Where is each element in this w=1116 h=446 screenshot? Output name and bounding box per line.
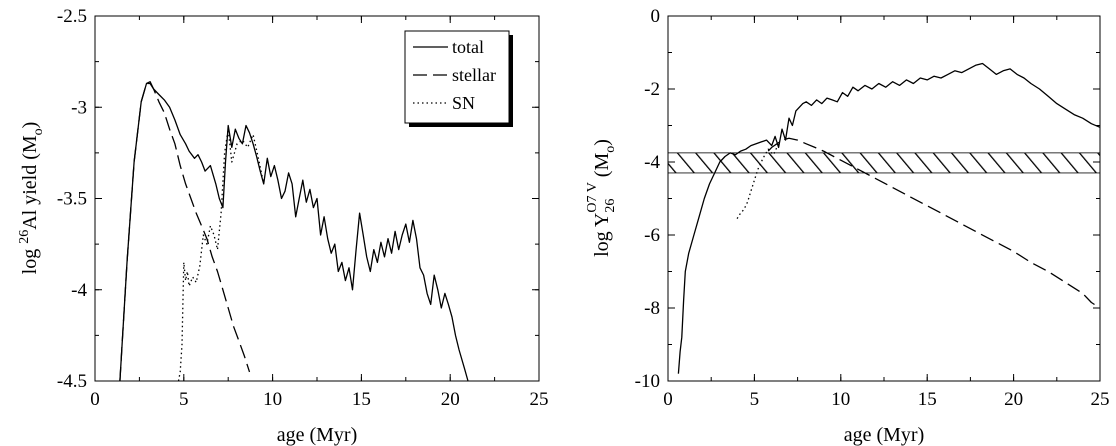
right-hatched-band [667,152,1101,174]
right-series-sn-line [736,143,780,219]
right-xtick-label: 15 [918,389,937,410]
left-xtick-label: 15 [352,389,371,410]
left-legend-box [404,30,510,124]
left-ytick-label: -3 [71,97,87,118]
right-xtick-label: 10 [831,389,850,410]
left-x-axis-title: age (Myr) [277,424,358,446]
left-ticks: 0 5 10 15 20 25 -4.5 -4 -3.5 -3 -2.5 [57,6,549,410]
left-xtick-label: 25 [530,389,549,410]
right-ytick-label: -4 [644,152,660,173]
left-xtick-label: 10 [263,389,282,410]
legend-label-stellar: stellar [452,65,496,85]
right-panel: 0 5 10 15 20 25 -10 -8 -6 -4 -2 0 age (Myr) log Y26… [585,6,1110,446]
right-series-total-line [677,62,1101,374]
legend-label-total: total [452,37,484,57]
right-xtick-label: 0 [663,389,673,410]
right-xtick-label: 25 [1091,389,1110,410]
left-y-axis-title: log 26Al yield (Mo) [17,122,46,275]
right-ytick-label: -10 [635,371,660,392]
right-series-stellar-line [767,137,1101,309]
right-plot-frame [667,15,1101,382]
left-ytick-label: -4 [71,280,87,301]
legend-label-sn: SN [452,93,475,113]
left-xtick-label: 5 [179,389,189,410]
right-ytick-label: 0 [651,6,661,27]
left-legend: total stellar SN [404,30,513,127]
right-x-axis-title: age (Myr) [844,424,925,446]
left-ytick-label: -3.5 [57,189,87,210]
right-ytick-label: -2 [644,79,660,100]
right-xtick-label: 20 [1004,389,1023,410]
left-ytick-label: -4.5 [57,371,87,392]
left-series-total-line [119,81,469,382]
left-ytick-label: -2.5 [57,6,87,27]
left-xtick-label: 20 [441,389,460,410]
right-ytick-label: -6 [644,225,660,246]
right-xtick-label: 5 [750,389,760,410]
right-y-axis-title: log Y26O7 V (Mo) [585,139,618,257]
right-series-group [677,62,1101,374]
left-series-stellar-line [119,82,251,382]
left-panel: 0 5 10 15 20 25 -4.5 -4 -3.5 -3 -2.5 age (Myr) log… [17,6,549,446]
left-series-sn-line [177,128,265,382]
left-series-group [119,81,469,382]
left-xtick-label: 0 [90,389,100,410]
right-ytick-label: -8 [644,298,660,319]
right-ticks: 0 5 10 15 20 25 -10 -8 -6 -4 -2 0 [635,6,1110,410]
